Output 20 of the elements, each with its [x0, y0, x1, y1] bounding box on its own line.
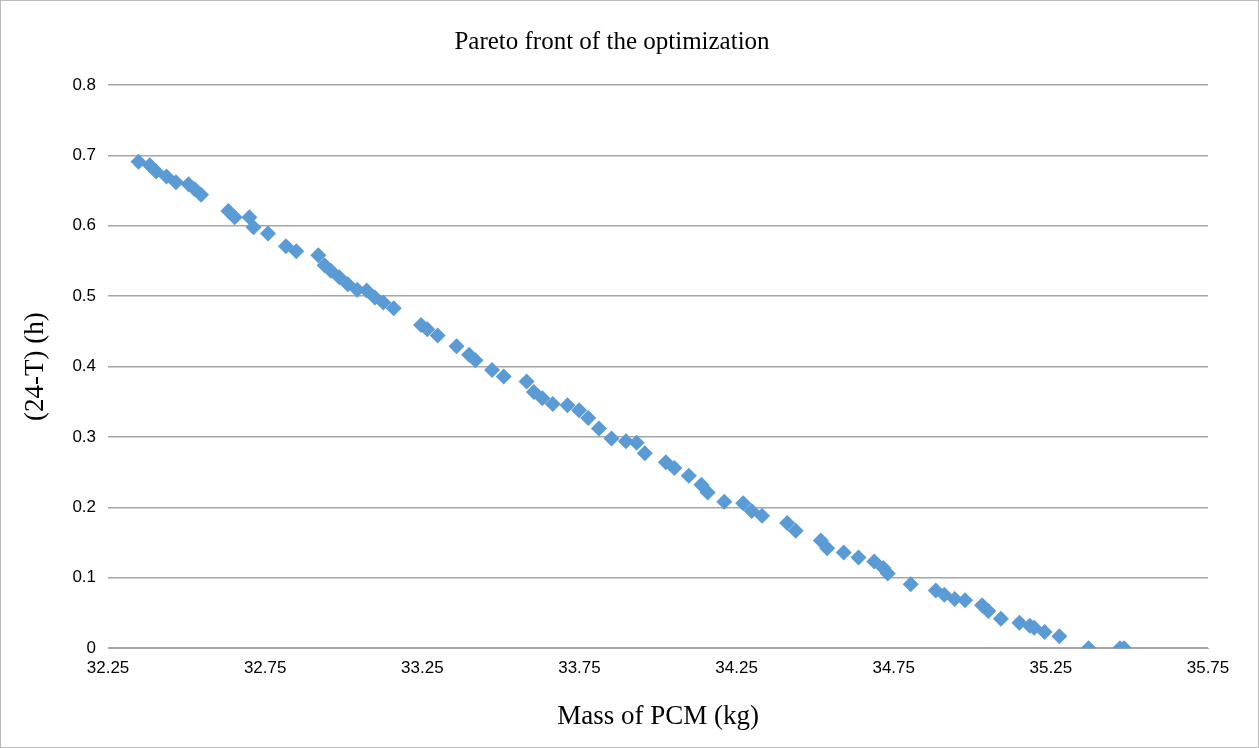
x-tick-label: 32.25 [86, 658, 130, 678]
x-tick-label: 34.25 [715, 658, 758, 678]
y-tick-label: 0.2 [72, 497, 97, 517]
y-tick-label: 0.4 [72, 356, 97, 376]
x-tick-label: 34.75 [872, 658, 915, 678]
y-tick-label: 0.7 [72, 145, 97, 165]
y-tick-label: 0.1 [72, 567, 97, 587]
y-tick-label: 0.5 [72, 285, 97, 305]
x-axis-title: Mass of PCM (kg) [557, 699, 759, 730]
y-tick-label: 0.3 [72, 426, 97, 446]
x-tick-label: 33.25 [401, 658, 444, 678]
y-tick-label: 0.6 [72, 215, 97, 235]
x-tick-label: 35.25 [1029, 658, 1073, 678]
x-tick-label: 33.75 [558, 658, 601, 678]
x-tick-label: 32.75 [243, 658, 287, 678]
chart-title: Pareto front of the optimization [454, 26, 771, 54]
x-tick-label: 35.75 [1186, 658, 1230, 678]
y-axis-title: (24-T) (h) [19, 312, 50, 421]
y-tick-label: 0 [86, 637, 97, 657]
y-tick-label: 0.8 [72, 74, 97, 94]
